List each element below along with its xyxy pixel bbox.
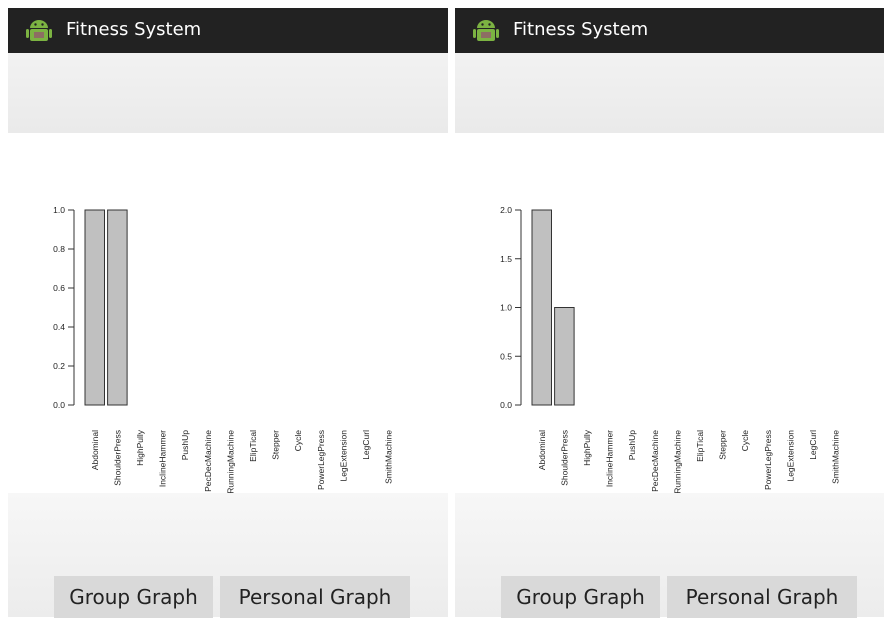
x-tick-label: RunningMachine	[672, 430, 682, 494]
y-tick-label: 1.5	[500, 254, 512, 264]
top-panel	[8, 53, 448, 133]
group-graph-button[interactable]: Group Graph	[501, 576, 660, 618]
x-tick-label: PushUp	[627, 430, 637, 461]
x-tick-label: Cycle	[293, 430, 303, 452]
y-tick-label: 0.0	[53, 400, 65, 410]
x-tick-label: InclineHammer	[605, 430, 615, 487]
app-title: Fitness System	[66, 19, 202, 40]
x-tick-label: HighPully	[135, 429, 145, 466]
bar-chart: 0.0 0.5 1.0 1.5 2.0 Abdominal ShoulderPress Hig…	[500, 205, 841, 494]
x-tick-label: PushUp	[180, 430, 190, 461]
bar	[554, 307, 575, 406]
screen-left: Fitness System 0.0 0.2 0.4 0.6 0.8 1.0 Abdomin…	[8, 0, 448, 618]
y-tick-label: 2.0	[500, 205, 512, 215]
y-tick-label: 1.0	[53, 205, 65, 215]
android-robot-icon	[473, 20, 499, 41]
bar	[84, 209, 105, 406]
personal-graph-button[interactable]: Personal Graph	[667, 576, 857, 618]
app-bar: Fitness System	[455, 8, 884, 53]
x-tick-label: PecDecMachine	[650, 430, 660, 492]
x-tick-label: ElipTical	[248, 430, 258, 462]
personal-graph-button[interactable]: Personal Graph	[220, 576, 410, 618]
android-robot-icon	[26, 20, 52, 41]
y-tick-label: 0.6	[53, 283, 65, 293]
x-tick-label: SmithMachine	[384, 430, 394, 484]
x-tick-label: Cycle	[740, 430, 750, 452]
x-tick-label: PowerLegPress	[763, 430, 773, 490]
app-bar: Fitness System	[8, 8, 448, 53]
y-tick-label: 0.2	[53, 361, 65, 371]
top-panel	[455, 53, 884, 133]
bar-chart: 0.0 0.2 0.4 0.6 0.8 1.0 Abdominal ShoulderPress…	[53, 205, 394, 494]
x-tick-label: ShoulderPress	[559, 430, 569, 486]
screen-right: Fitness System 0.0 0.5 1.0 1.5 2.0 Abdominal S…	[455, 0, 884, 618]
x-tick-label: RunningMachine	[225, 430, 235, 494]
y-tick-label: 0.0	[500, 400, 512, 410]
x-tick-label: HighPully	[582, 429, 592, 466]
app-title: Fitness System	[513, 19, 649, 40]
bar	[107, 209, 128, 406]
x-tick-label: SmithMachine	[831, 430, 841, 484]
x-tick-label: LegCurl	[361, 430, 371, 460]
bar	[531, 209, 552, 406]
x-tick-label: ElipTical	[695, 430, 705, 462]
x-tick-label: Abdominal	[537, 430, 547, 470]
y-tick-label: 0.8	[53, 244, 65, 254]
x-tick-label: Abdominal	[90, 430, 100, 470]
x-tick-label: LegExtension	[785, 430, 795, 482]
x-tick-label: InclineHammer	[158, 430, 168, 487]
x-tick-label: LegExtension	[338, 430, 348, 482]
group-graph-button[interactable]: Group Graph	[54, 576, 213, 618]
x-tick-label: ShoulderPress	[112, 430, 122, 486]
y-tick-label: 0.4	[53, 322, 65, 332]
x-tick-label: PecDecMachine	[203, 430, 213, 492]
x-tick-label: Stepper	[271, 430, 281, 460]
y-tick-label: 0.5	[500, 351, 512, 361]
y-tick-label: 1.0	[500, 303, 512, 313]
x-tick-label: LegCurl	[808, 430, 818, 460]
x-tick-label: Stepper	[718, 430, 728, 460]
x-tick-label: PowerLegPress	[316, 430, 326, 490]
